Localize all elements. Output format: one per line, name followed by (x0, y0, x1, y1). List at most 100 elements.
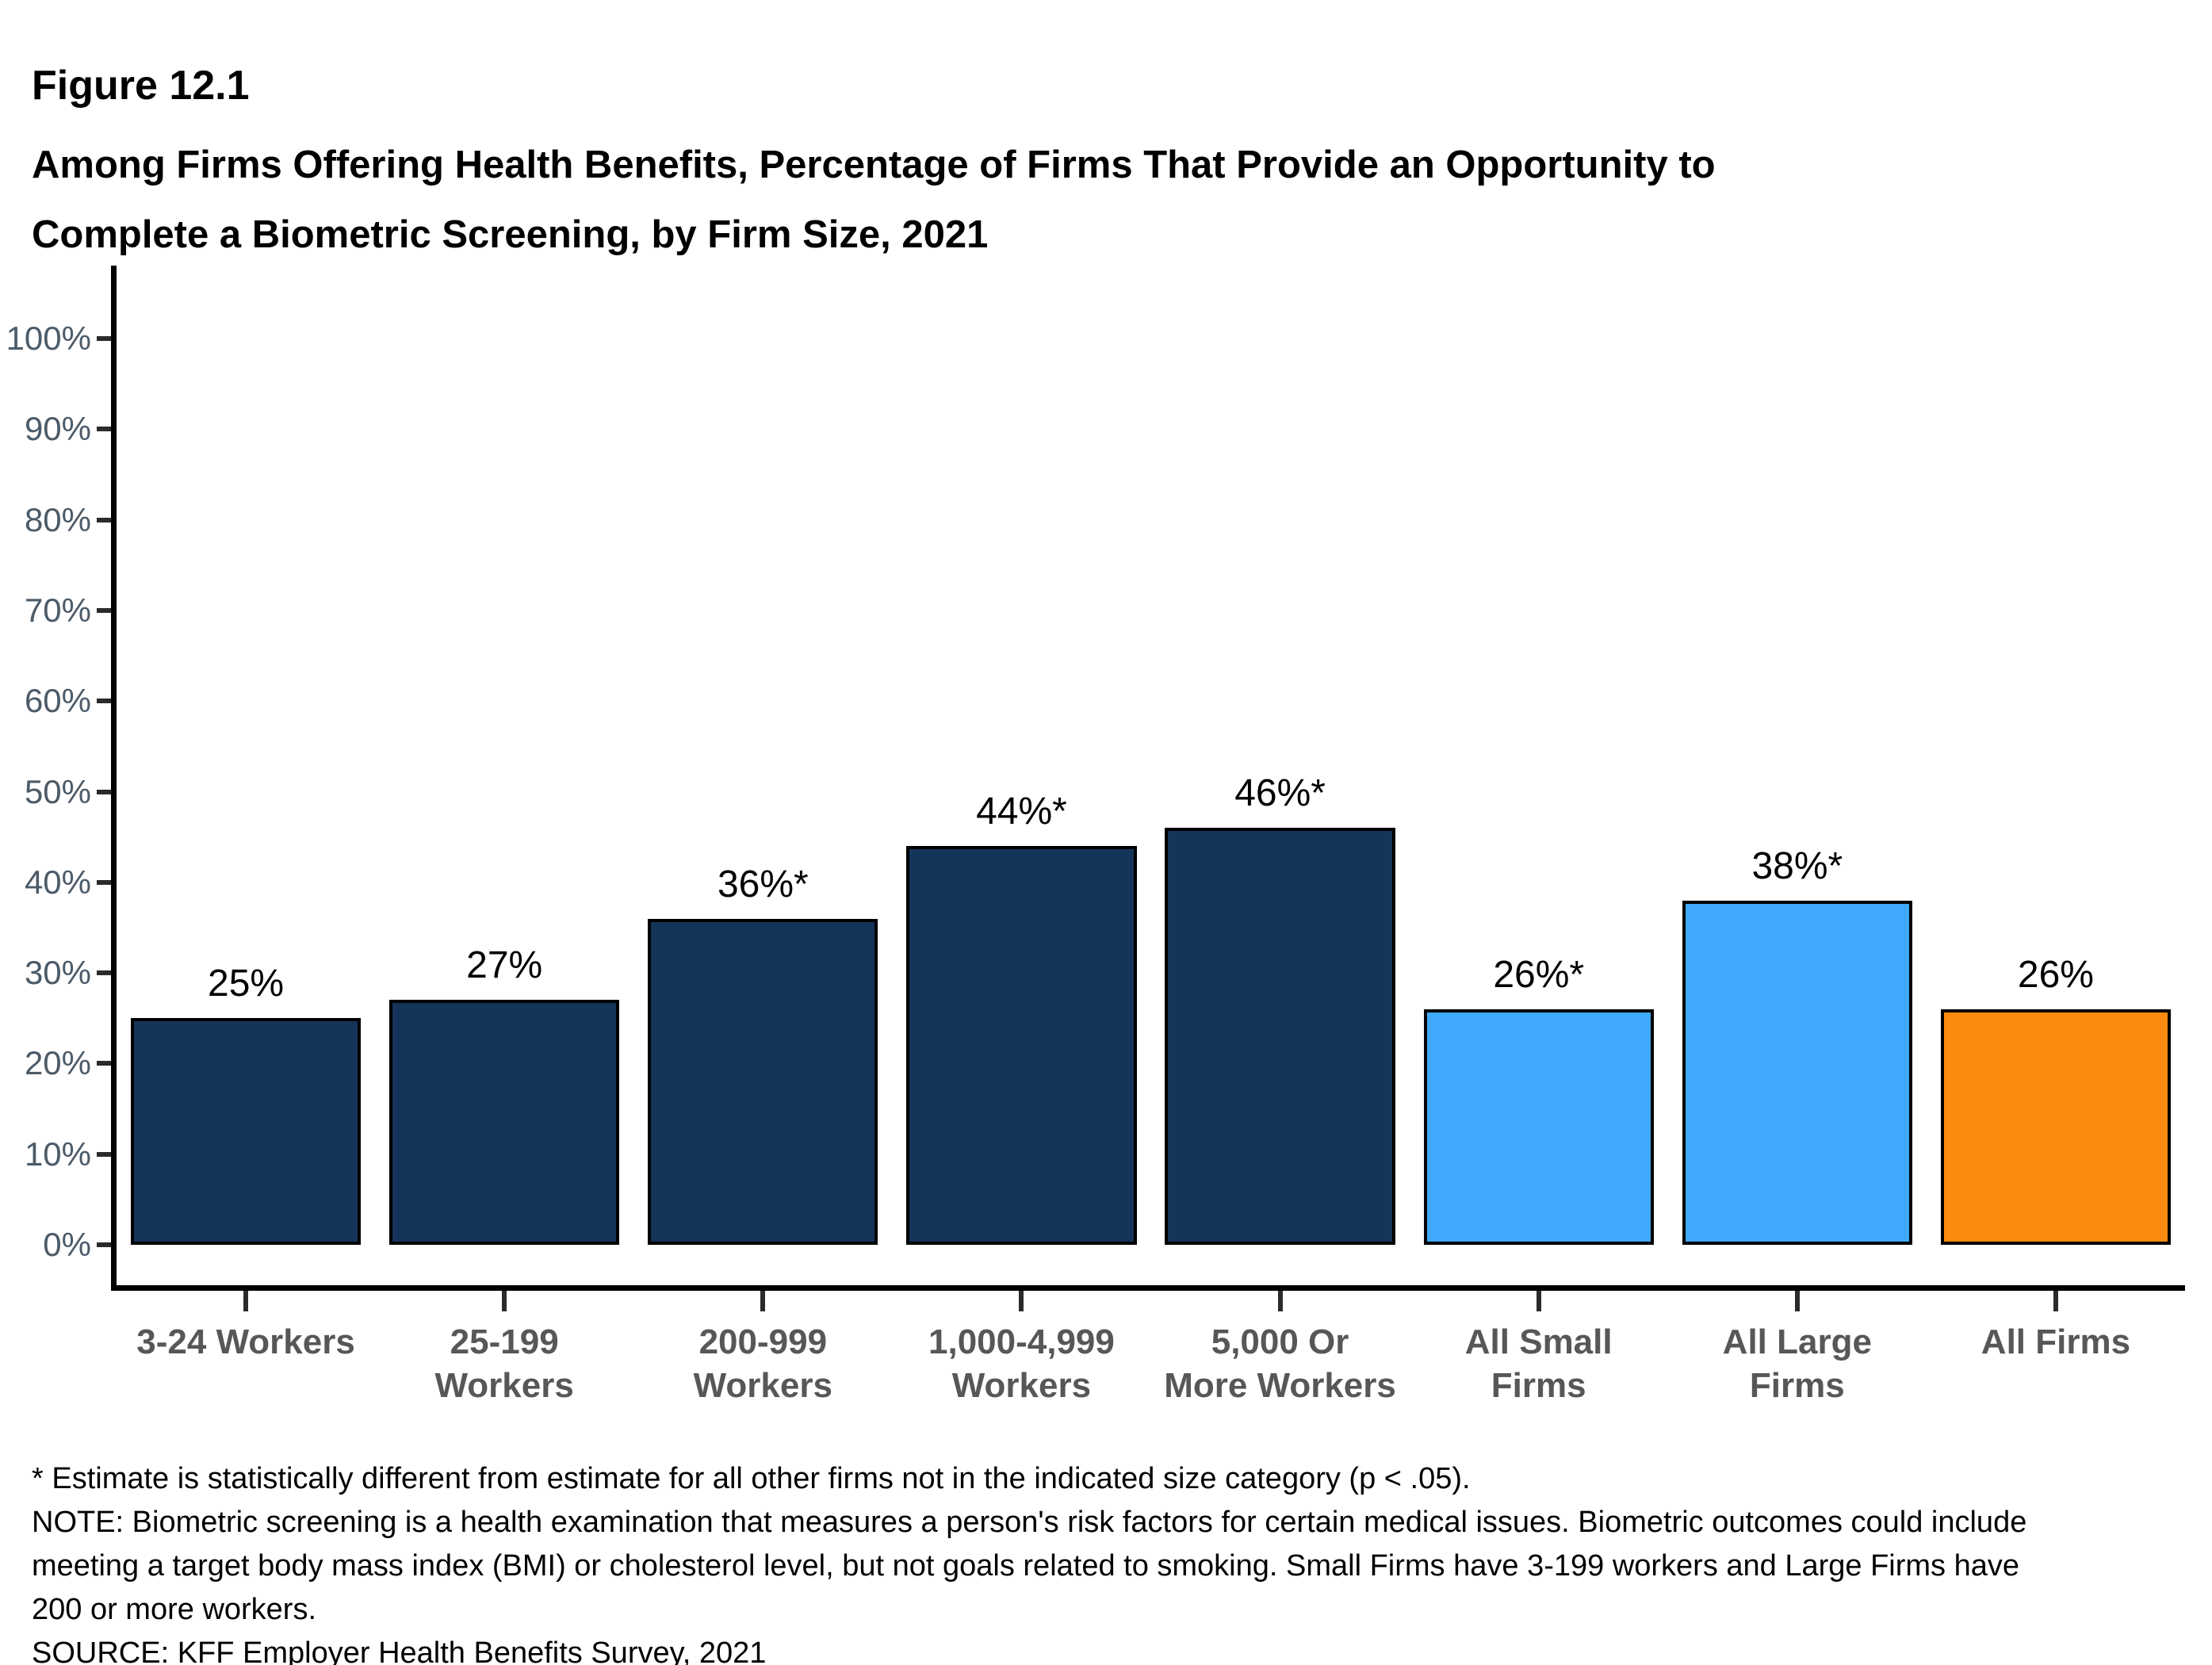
y-axis-tick (97, 1151, 111, 1157)
bar-value-label: 44%* (976, 790, 1067, 832)
y-axis-tick (97, 789, 111, 794)
bar-200-999-workers (648, 919, 878, 1245)
bar-value-label: 38%* (1751, 845, 1843, 887)
y-axis-tick-label: 70% (24, 591, 91, 629)
y-axis-tick-label: 10% (24, 1135, 91, 1173)
x-axis-category-label: 200-999 Workers (633, 1320, 892, 1407)
x-axis-tick (2053, 1291, 2058, 1311)
bar-value-label: 26%* (1493, 954, 1585, 996)
footnote-note-line-3: 200 or more workers. (32, 1593, 317, 1626)
figure-title: Among Firms Offering Health Benefits, Pe… (32, 130, 1716, 270)
bar-slot: 26% (1927, 266, 2185, 1245)
bars-row: 25% 27% 36%* 44%* 46%* 26%* 38%* 26% (117, 266, 2185, 1245)
bar-25-199-workers (389, 1000, 620, 1245)
y-axis-tick-label: 100% (6, 320, 91, 357)
x-axis-category-label: All Large Firms (1668, 1320, 1927, 1407)
figure-title-line-2: Complete a Biometric Screening, by Firm … (32, 213, 989, 256)
x-axis-category-label: 1,000-4,999 Workers (892, 1320, 1150, 1407)
bar-slot: 38%* (1668, 266, 1927, 1245)
x-axis-category-label: 25-199 Workers (375, 1320, 633, 1407)
y-axis-tick-label: 0% (43, 1226, 91, 1263)
figure-number: Figure 12.1 (32, 63, 250, 109)
plot-area: 0% 10% 20% 30% 40% 50% 60% 70% 80% 90% 100% 25% 27%… (6, 266, 2185, 1405)
x-axis-tick (760, 1291, 766, 1311)
bar-3-24-workers (130, 1018, 362, 1245)
y-axis-tick (97, 336, 111, 341)
bar-slot: 36%* (633, 266, 892, 1245)
x-axis-category-label-line: 1,000-4,999 (928, 1322, 1115, 1361)
x-axis-category-label-line: Workers (951, 1366, 1092, 1405)
y-axis-tick (97, 1242, 111, 1247)
bar-slot: 26%* (1410, 266, 1668, 1245)
y-axis-tick (97, 879, 111, 885)
x-axis-category-label-line: Workers (434, 1366, 574, 1405)
bar-value-label: 27% (466, 944, 543, 986)
x-axis-category-label-line: All Firms (1980, 1322, 2131, 1361)
x-axis-category-label-line: 200-999 (698, 1322, 828, 1361)
x-axis-category-label-line: Workers (693, 1366, 832, 1405)
x-axis-category-label: 5,000 Or More Workers (1151, 1320, 1410, 1407)
footnote-note-line-1: NOTE: Biometric screening is a health ex… (32, 1506, 2027, 1539)
y-axis-ticks: 0% 10% 20% 30% 40% 50% 60% 70% 80% 90% 100% (6, 266, 2185, 1285)
x-axis-tick (1277, 1291, 1283, 1311)
x-axis-category-label: All Firms (1927, 1320, 2185, 1407)
bar-value-label: 25% (208, 963, 285, 1005)
y-axis-tick-label: 40% (24, 863, 91, 901)
footnote-asterisk: * Estimate is statistically different fr… (32, 1462, 1471, 1495)
bar-all-firms (1940, 1009, 2172, 1245)
footnotes: * Estimate is statistically different fr… (32, 1457, 2026, 1665)
x-axis-labels: 3-24 Workers 25-199 Workers 200-999 Workers 1… (117, 1320, 2185, 1407)
figure-title-line-1: Among Firms Offering Health Benefits, Pe… (32, 144, 1716, 186)
footnote-source: SOURCE: KFF Employer Health Benefits Sur… (32, 1636, 767, 1665)
x-axis-tick-cell (1927, 1291, 2185, 1311)
bar-value-label: 26% (2017, 954, 2094, 996)
x-axis-tick (1794, 1291, 1800, 1311)
bar-slot: 27% (375, 266, 633, 1245)
x-axis-tick (502, 1291, 507, 1311)
y-axis-tick-label: 80% (24, 500, 91, 538)
y-axis-tick-label: 20% (24, 1044, 91, 1082)
y-axis-tick-label: 90% (24, 410, 91, 448)
x-axis-category-label-line: Firms (1491, 1366, 1586, 1405)
x-axis-tick (1536, 1291, 1541, 1311)
y-axis-tick-label: 60% (24, 682, 91, 720)
x-axis-category-label-line: 5,000 Or (1211, 1322, 1349, 1361)
bar-slot: 25% (117, 266, 375, 1245)
x-axis-ticks (117, 1291, 2185, 1311)
x-axis-tick-cell (117, 1291, 375, 1311)
y-axis-tick (97, 427, 111, 432)
y-axis-tick (97, 517, 111, 522)
y-axis-tick (97, 970, 111, 976)
bar-value-label: 36%* (717, 863, 809, 905)
bar-value-label: 46%* (1234, 772, 1326, 814)
y-axis-tick (97, 699, 111, 704)
bar-all-small-firms (1423, 1009, 1654, 1245)
footnote-note-line-2: meeting a target body mass index (BMI) o… (32, 1549, 2020, 1583)
y-axis-tick (97, 1061, 111, 1066)
bar-5-000-or-more-workers (1165, 828, 1395, 1245)
x-axis-tick-cell (633, 1291, 892, 1311)
bar-all-large-firms (1682, 901, 1912, 1245)
x-axis-category-label: All Small Firms (1410, 1320, 1668, 1407)
x-axis-category-label-line: 3-24 Workers (136, 1322, 355, 1361)
x-axis-tick-cell (892, 1291, 1150, 1311)
bar-1-000-4-999-workers (906, 846, 1137, 1245)
x-axis-category-label-line: More Workers (1164, 1366, 1396, 1405)
x-axis-tick-cell (375, 1291, 633, 1311)
bar-slot: 46%* (1151, 266, 1410, 1245)
x-axis-tick (243, 1291, 249, 1311)
y-axis-tick (97, 607, 111, 613)
x-axis-tick (1019, 1291, 1024, 1311)
y-axis-tick-label: 30% (24, 954, 91, 992)
x-axis-category-label-line: 25-199 (450, 1322, 559, 1361)
bar-slot: 44%* (892, 266, 1150, 1245)
figure-header: Figure 12.1 Among Firms Offering Health … (32, 62, 1716, 270)
x-axis-tick-cell (1151, 1291, 1410, 1311)
x-axis-tick-cell (1410, 1291, 1668, 1311)
y-axis-tick-label: 50% (24, 772, 91, 810)
x-axis-category-label: 3-24 Workers (117, 1320, 375, 1407)
x-axis-category-label-line: Firms (1749, 1366, 1845, 1405)
x-axis-tick-cell (1668, 1291, 1927, 1311)
x-axis-category-label-line: All Large (1722, 1322, 1872, 1361)
